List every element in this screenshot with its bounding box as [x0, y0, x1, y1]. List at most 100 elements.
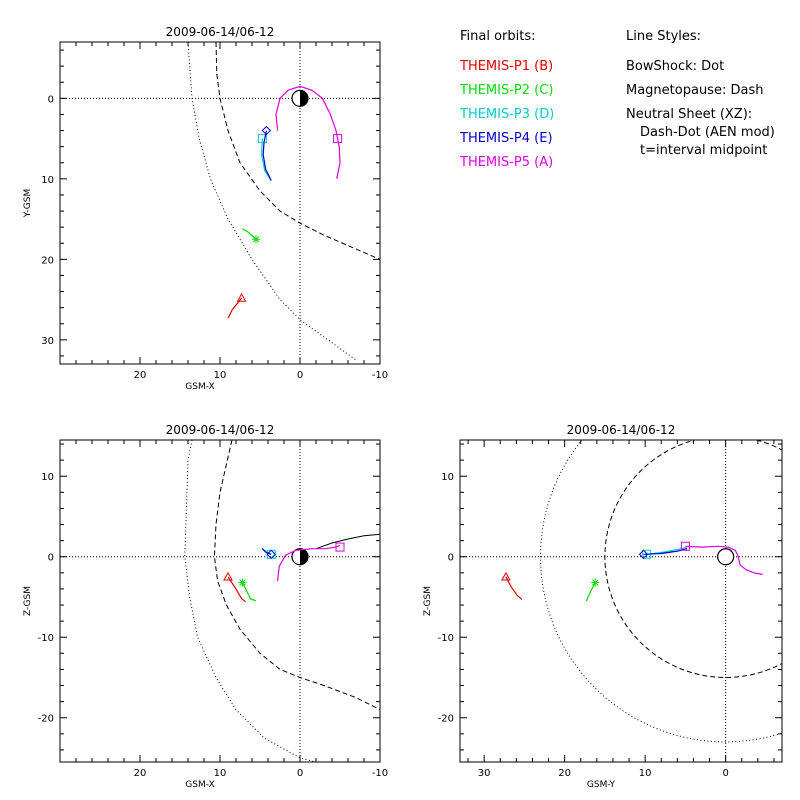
orbit-panel-3: 2009-06-14/06-12 30 20 10 0 10 0 -10 -20 GSM-Y Z-G…: [423, 423, 783, 790]
orbit-series-5: [275, 85, 343, 179]
legend-style-neutral-sheet: Neutral Sheet (XZ):: [626, 107, 752, 122]
square-marker: [680, 541, 690, 551]
panel-plot-area: [460, 440, 782, 762]
bowshock-circle: [540, 440, 782, 743]
triangle-marker: [223, 571, 233, 581]
legend-style-magnetopause: Magnetopause: Dash: [626, 83, 763, 98]
legend-orbit-p3: THEMIS-P3 (D): [459, 107, 554, 122]
panel-title: 2009-06-14/06-12: [166, 25, 275, 39]
square-marker: [335, 542, 345, 552]
legend-styles-title: Line Styles:: [626, 29, 701, 44]
panel-plot-area: [60, 440, 380, 762]
panel-ticks: [59, 42, 381, 364]
panel-ticks: [460, 440, 782, 762]
orbit-series-1: [501, 571, 523, 600]
bowshock-curve: [184, 440, 317, 762]
legend-orbit-p4: THEMIS-P4 (E): [459, 131, 553, 146]
y-axis-label: Z-GSM: [423, 586, 433, 616]
panel-frame: [59, 41, 381, 365]
orbit-panels: 2009-06-14/06-12 20 10 0 -10 0 10 20 30 GSM-X Y-GS…: [23, 25, 783, 790]
x-tick-label: 10: [639, 768, 652, 779]
orbit-track: [275, 85, 341, 179]
x-tick-label: -10: [372, 768, 388, 779]
y-tick-label: 10: [441, 472, 454, 483]
panel-frame: [59, 439, 381, 763]
earth-night-side: [300, 548, 308, 565]
triangle-marker: [236, 292, 247, 302]
orbit-track: [260, 138, 272, 181]
legend-orbit-p5: THEMIS-P5 (A): [459, 155, 553, 170]
y-axis-label: Y-GSM: [23, 189, 33, 218]
orbit-track: [227, 297, 243, 319]
y-tick-label: -10: [438, 633, 454, 644]
x-tick-label: 0: [297, 768, 303, 779]
y-tick-label: 10: [41, 175, 54, 186]
panel-plot-area: [60, 42, 380, 364]
legend-style-midpoint: t=interval midpoint: [640, 143, 767, 158]
magnetopause-curve: [215, 42, 380, 260]
x-tick-label: 0: [722, 768, 728, 779]
y-tick-label: 0: [448, 553, 454, 564]
earth-icon: [717, 548, 735, 566]
legend-orbit-p1: THEMIS-P1 (B): [459, 59, 553, 74]
bowshock-curve: [187, 42, 357, 361]
x-tick-label: 10: [214, 768, 227, 779]
orbit-series-4: [261, 125, 272, 181]
square-marker: [333, 134, 343, 144]
magnetopause-circle: [604, 440, 782, 678]
legend-orbits-title: Final orbits:: [460, 29, 536, 44]
orbit-track: [277, 544, 341, 581]
orbit-panel-1: 2009-06-14/06-12 20 10 0 -10 0 10 20 30 GSM-X Y-GS…: [23, 25, 388, 392]
orbit-series-5: [680, 541, 763, 575]
y-tick-label: 20: [41, 255, 54, 266]
orbit-track: [262, 130, 272, 181]
diamond-marker: [638, 549, 649, 560]
orbit-track: [585, 582, 596, 602]
y-tick-label: -20: [38, 714, 54, 725]
square-marker: [257, 134, 267, 144]
legend: Final orbits: THEMIS-P1 (B) THEMIS-P2 (C…: [459, 29, 775, 170]
orbit-series-2: [242, 228, 260, 244]
neutral-sheet-curve: [315, 533, 380, 550]
asterisk-marker: [238, 578, 247, 587]
legend-orbit-p2: THEMIS-P2 (C): [459, 83, 553, 98]
magnetopause-curve: [213, 440, 380, 711]
triangle-marker: [501, 571, 511, 581]
orbit-series-5: [277, 542, 345, 581]
earth-night-side: [300, 90, 308, 107]
x-tick-label: -10: [372, 370, 388, 381]
x-tick-label: 20: [134, 370, 147, 381]
orbit-track: [505, 576, 523, 600]
x-tick-label: 30: [478, 768, 491, 779]
orbit-track: [227, 576, 246, 603]
orbit-series-2: [238, 578, 257, 602]
orbit-series-2: [585, 578, 600, 602]
diamond-marker: [266, 549, 276, 560]
orbit-panel-2: 2009-06-14/06-12 20 10 0 -10 10 0 -10 -20 GSM-X Z-…: [23, 423, 388, 790]
x-tick-label: 20: [558, 768, 571, 779]
panel-ticks: [59, 440, 381, 762]
orbit-series-4: [261, 548, 276, 560]
y-tick-label: 0: [48, 553, 54, 564]
x-tick-label: 20: [134, 768, 147, 779]
orbit-track: [646, 546, 688, 555]
orbit-track: [241, 582, 257, 602]
y-tick-label: -10: [38, 633, 54, 644]
x-axis-label: GSM-Y: [587, 780, 616, 790]
legend-style-bowshock: BowShock: Dot: [626, 59, 724, 74]
y-tick-label: 10: [41, 472, 54, 483]
panel-title: 2009-06-14/06-12: [166, 423, 275, 437]
orbit-series-1: [227, 292, 247, 319]
y-axis-label: Z-GSM: [23, 586, 33, 616]
panel-frame: [459, 439, 783, 763]
x-tick-label: 10: [214, 370, 227, 381]
x-tick-label: 0: [297, 370, 303, 381]
orbit-series-3: [257, 134, 272, 181]
legend-style-dashdot: Dash-Dot (AEN mod): [640, 125, 775, 140]
orbit-track: [685, 545, 763, 575]
y-tick-label: 30: [41, 336, 54, 347]
diamond-marker: [261, 125, 272, 136]
orbit-series-1: [223, 571, 246, 603]
panel-title: 2009-06-14/06-12: [567, 423, 676, 437]
